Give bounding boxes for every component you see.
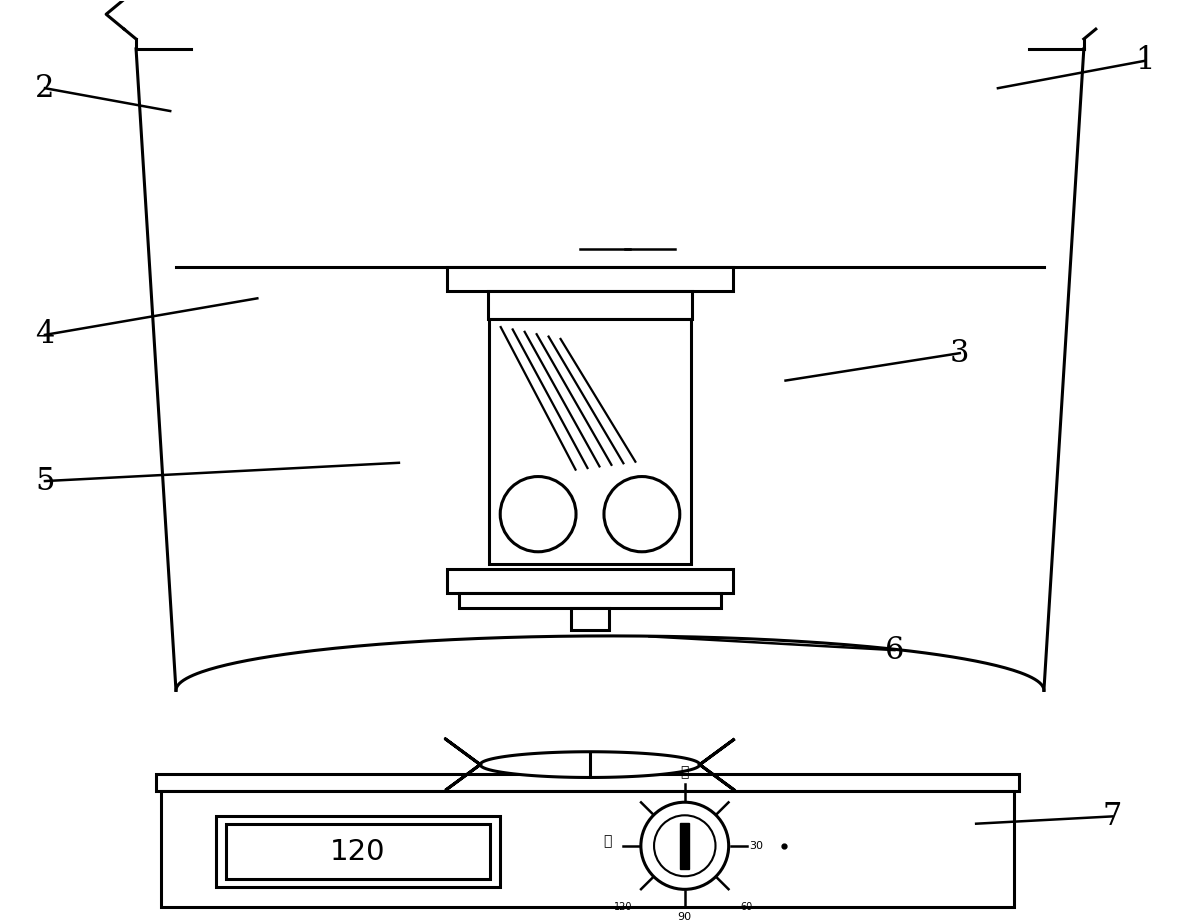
Text: 30: 30 xyxy=(750,841,764,851)
Polygon shape xyxy=(480,751,700,777)
Text: 开: 开 xyxy=(680,765,689,780)
Text: 关: 关 xyxy=(604,833,612,848)
Text: 120: 120 xyxy=(614,902,632,912)
Circle shape xyxy=(604,476,680,552)
Bar xyxy=(162,791,1014,907)
Bar xyxy=(156,773,1019,791)
Bar xyxy=(680,823,690,869)
Text: 120: 120 xyxy=(330,838,386,866)
Circle shape xyxy=(641,802,729,890)
Text: 6: 6 xyxy=(884,635,904,665)
Bar xyxy=(226,824,490,880)
Text: 2: 2 xyxy=(35,73,54,103)
Bar xyxy=(571,608,610,630)
Bar xyxy=(460,593,720,608)
Text: 7: 7 xyxy=(1102,801,1122,832)
Text: 5: 5 xyxy=(35,465,54,497)
Bar xyxy=(216,816,500,887)
Text: 90: 90 xyxy=(678,912,692,922)
Text: 3: 3 xyxy=(950,338,969,368)
Bar xyxy=(447,569,732,593)
Circle shape xyxy=(500,476,577,552)
Text: 60: 60 xyxy=(740,902,752,912)
Text: 4: 4 xyxy=(35,319,54,351)
Bar xyxy=(447,267,732,292)
Bar xyxy=(488,292,692,319)
Circle shape xyxy=(654,815,716,876)
Bar xyxy=(489,319,691,564)
Text: 1: 1 xyxy=(1135,45,1154,77)
